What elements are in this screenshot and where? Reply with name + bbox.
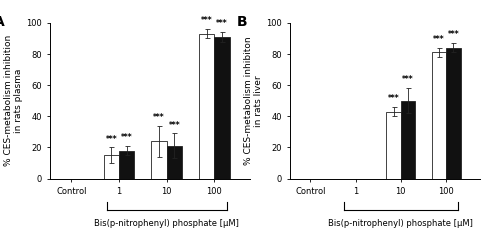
Text: ***: ***: [216, 19, 228, 28]
Bar: [104, 155, 119, 179]
Bar: [199, 34, 214, 179]
Bar: [152, 141, 166, 179]
Text: ***: ***: [168, 120, 180, 130]
Bar: [432, 52, 446, 179]
Y-axis label: % CES-metabolism inhibiton
in rats liver: % CES-metabolism inhibiton in rats liver: [244, 36, 263, 165]
Text: ***: ***: [153, 113, 165, 122]
Bar: [166, 146, 182, 179]
Text: ***: ***: [388, 94, 400, 103]
Text: ***: ***: [121, 133, 132, 142]
Bar: [214, 37, 230, 179]
Text: ***: ***: [433, 35, 444, 44]
Text: B: B: [237, 15, 248, 29]
Bar: [401, 101, 415, 179]
Text: ***: ***: [448, 30, 459, 39]
Bar: [446, 48, 460, 179]
Bar: [119, 151, 134, 179]
Bar: [386, 112, 401, 179]
Text: Bis(p-nitrophenyl) phosphate [μM]: Bis(p-nitrophenyl) phosphate [μM]: [94, 219, 239, 228]
Text: ***: ***: [201, 16, 212, 25]
Text: A: A: [0, 15, 4, 29]
Y-axis label: % CES-metabolism inhibition
in rats plasma: % CES-metabolism inhibition in rats plas…: [4, 35, 23, 166]
Text: Bis(p-nitrophenyl) phosphate [μM]: Bis(p-nitrophenyl) phosphate [μM]: [328, 219, 474, 228]
Text: ***: ***: [106, 135, 117, 144]
Text: ***: ***: [402, 75, 414, 85]
